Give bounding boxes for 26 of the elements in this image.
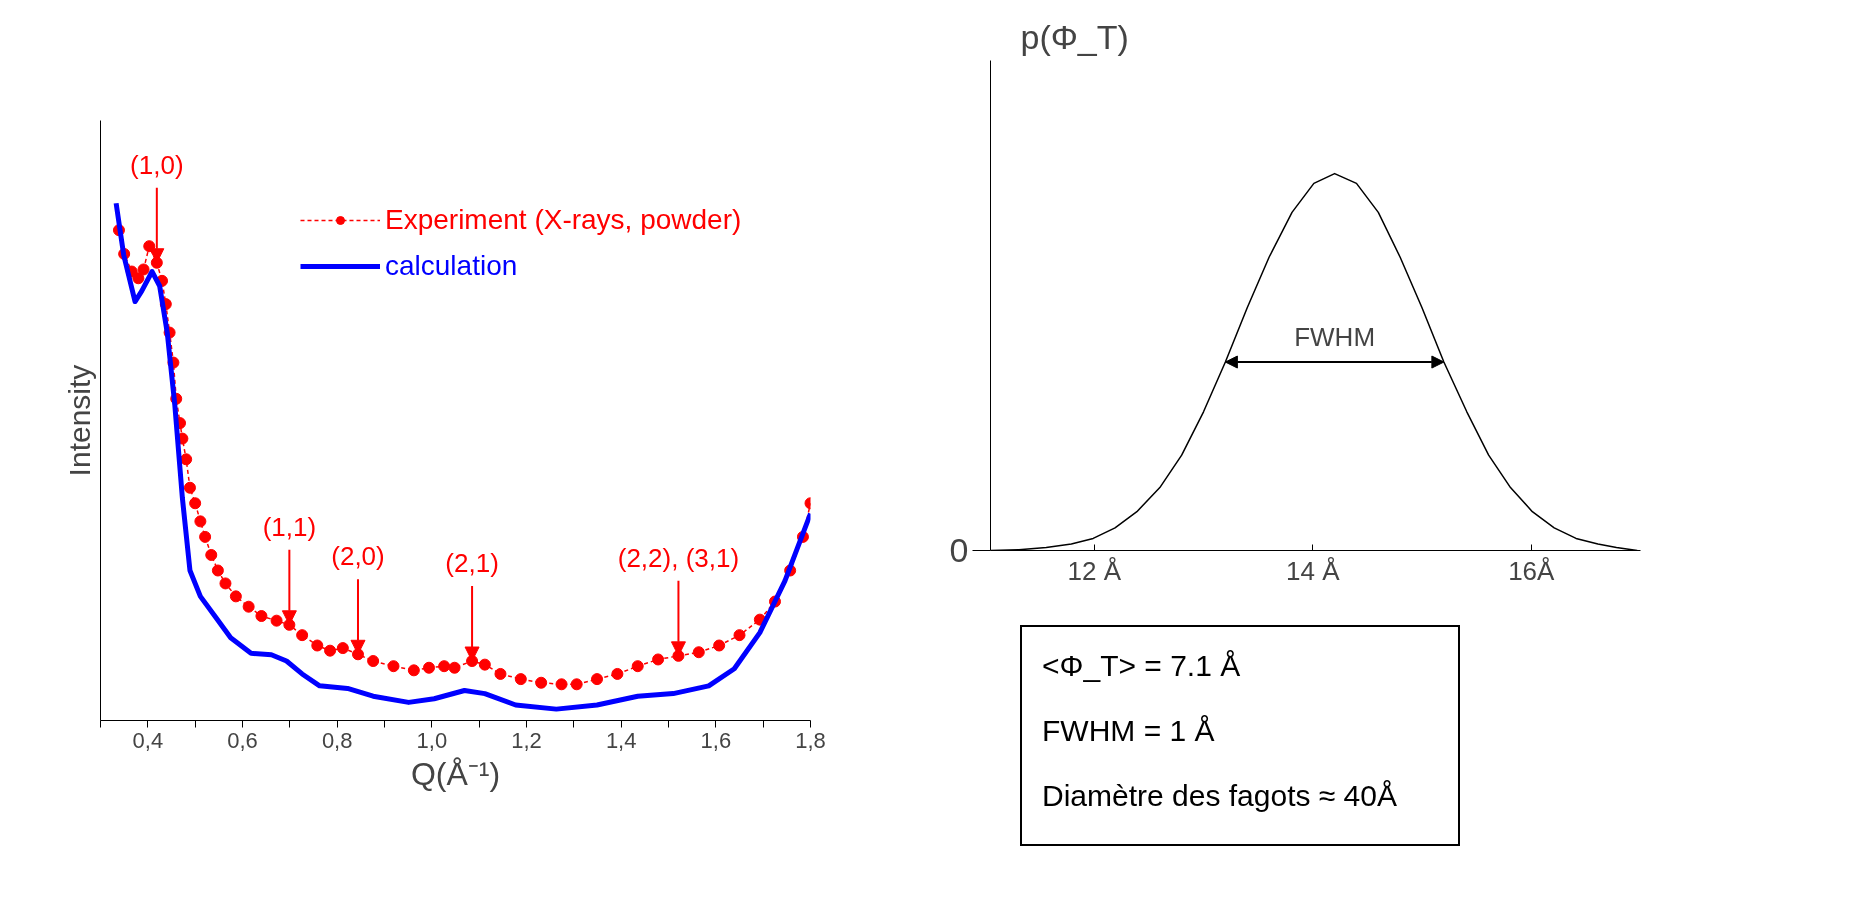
legend-label: calculation bbox=[385, 250, 518, 282]
x-axis-title: Q(Å⁻¹) bbox=[410, 755, 501, 792]
x-tick-label: 1,6 bbox=[700, 727, 732, 753]
x-tick-label: 0,8 bbox=[321, 727, 353, 753]
annotation: (2,0) bbox=[331, 541, 385, 572]
annotation: (2,1) bbox=[445, 548, 499, 579]
legend-label: Experiment (X-rays, powder) bbox=[385, 204, 742, 236]
annotation: FWHM bbox=[1294, 322, 1376, 353]
text: Diamètre des fagots ≈ 40Å bbox=[1042, 777, 1397, 814]
annotation: (1,1) bbox=[262, 511, 317, 542]
x-tick-label: 16Å bbox=[1508, 555, 1556, 586]
x-tick-label: 0,6 bbox=[227, 727, 258, 753]
x-tick-label: 14 Å bbox=[1286, 555, 1341, 586]
x-tick-label: 1,2 bbox=[511, 727, 542, 753]
y-axis-title: Intensity bbox=[62, 364, 96, 477]
y-axis-title: p(Φ_T) bbox=[1020, 17, 1129, 56]
text: <Φ_T> = 7.1 Å bbox=[1042, 648, 1242, 684]
text: FWHM = 1 Å bbox=[1042, 712, 1216, 749]
annotation: (2,2), (3,1) bbox=[617, 542, 740, 573]
x-tick-label: 1,8 bbox=[795, 727, 826, 753]
x-tick-label: 1,4 bbox=[605, 727, 637, 753]
annotation: (1,0) bbox=[130, 149, 184, 180]
x-tick-label: 1,0 bbox=[416, 727, 448, 753]
x-tick-label: 12 Å bbox=[1067, 555, 1122, 586]
text: 0 bbox=[949, 531, 969, 569]
x-tick-label: 0,4 bbox=[132, 727, 164, 753]
